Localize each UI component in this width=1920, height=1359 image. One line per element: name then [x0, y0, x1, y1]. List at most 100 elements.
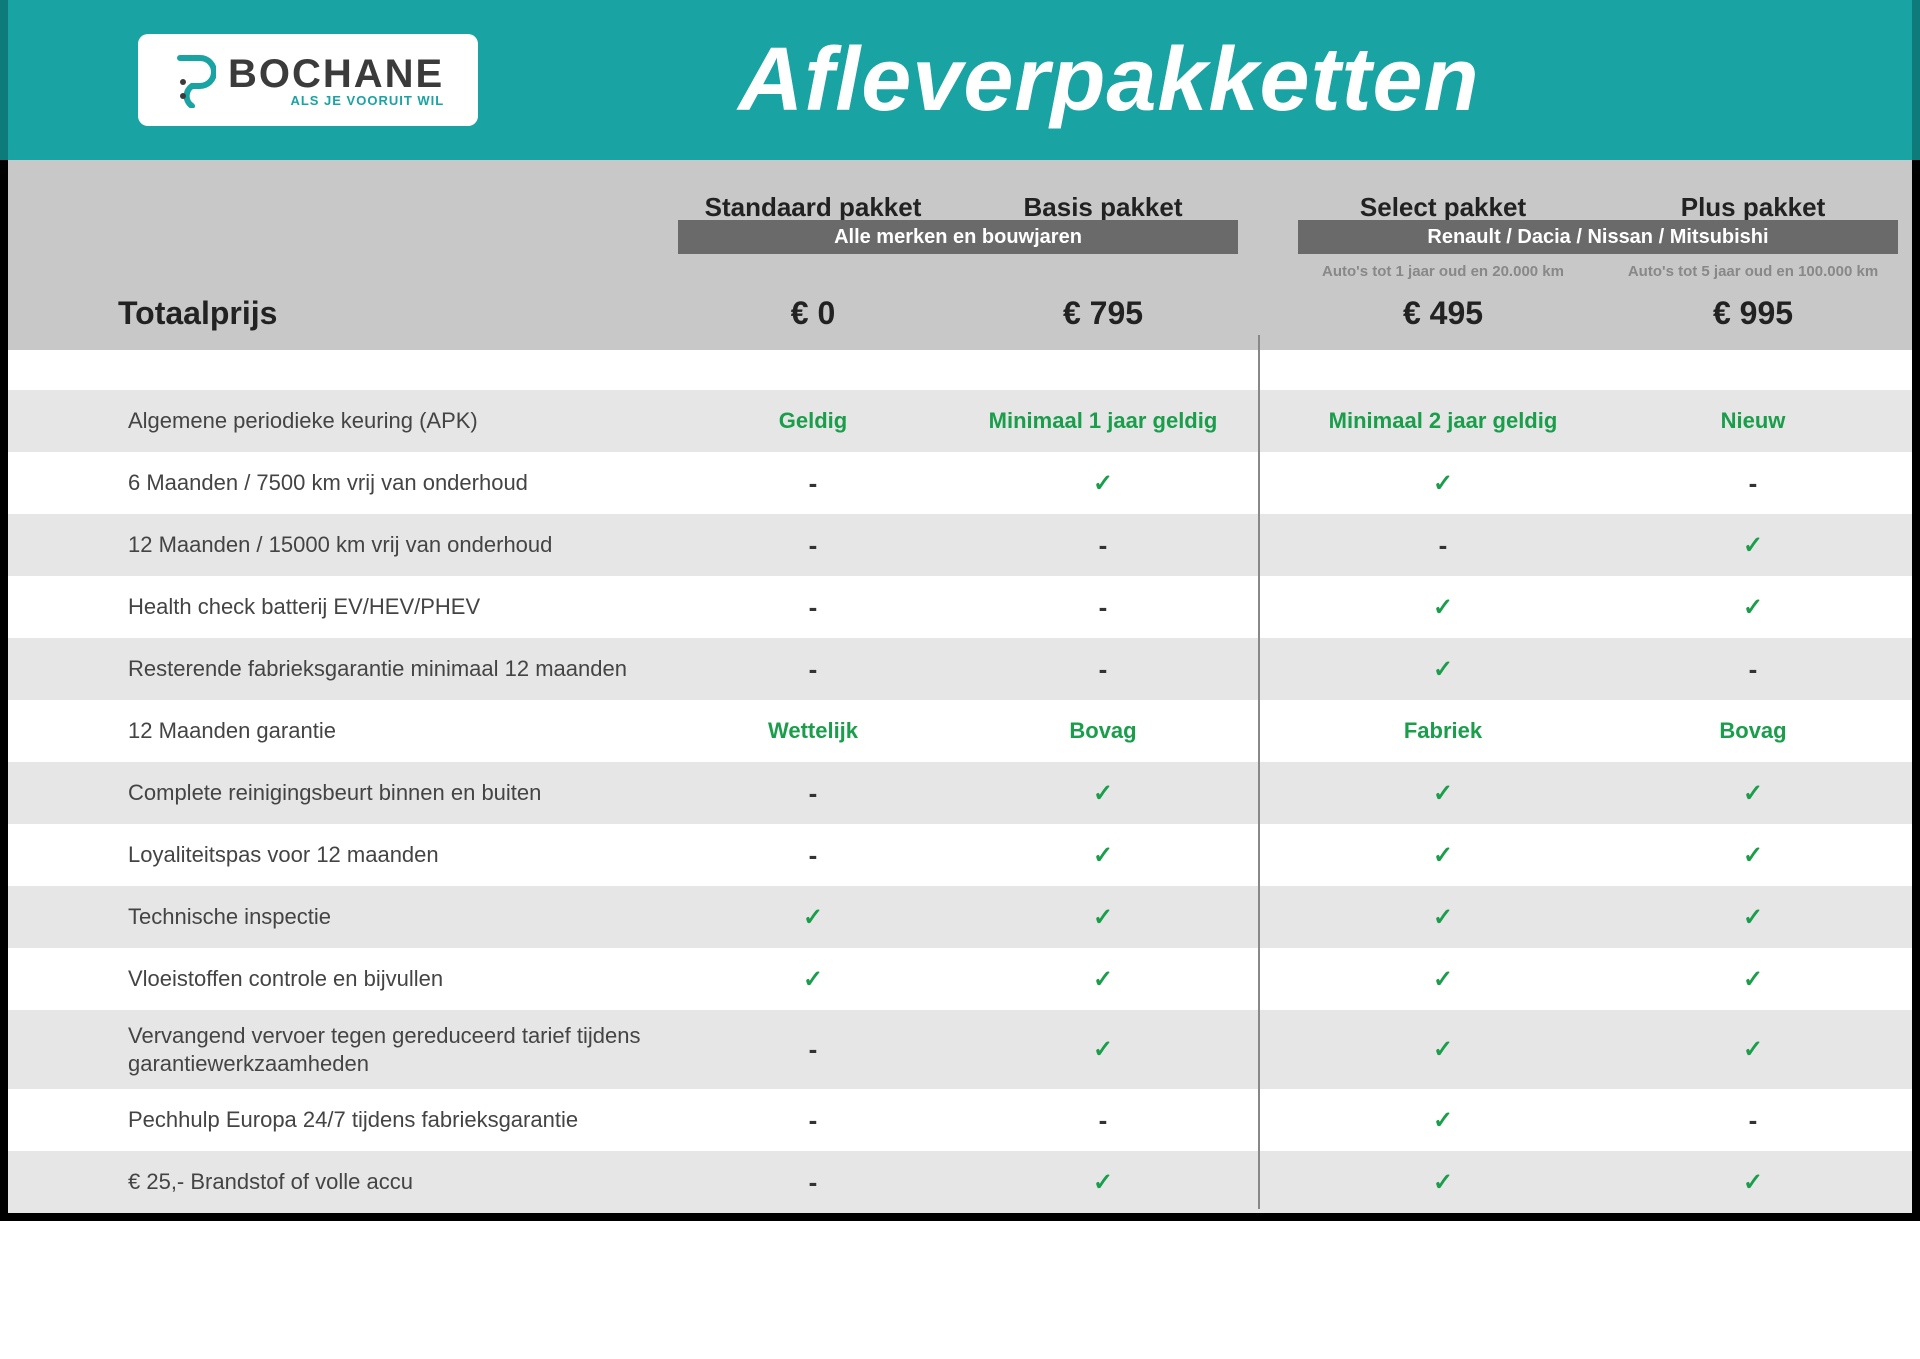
dash-icon: -: [1439, 530, 1448, 560]
brand-name: BOCHANE: [228, 54, 444, 94]
table-row: 12 Maanden / 15000 km vrij van onderhoud…: [8, 514, 1912, 576]
check-icon: ✓: [1743, 904, 1763, 931]
feature-cell: ✓: [1288, 1035, 1598, 1064]
feature-label: Vervangend vervoer tegen gereduceerd tar…: [8, 1010, 668, 1089]
package-price: € 0: [668, 285, 958, 350]
brand-logo-icon: [172, 52, 216, 108]
table-row: Resterende fabrieksgarantie minimaal 12 …: [8, 638, 1912, 700]
table-row: Vervangend vervoer tegen gereduceerd tar…: [8, 1010, 1912, 1089]
feature-label: Resterende fabrieksgarantie minimaal 12 …: [8, 643, 668, 695]
dash-icon: -: [809, 468, 818, 498]
package-price: € 795: [958, 285, 1248, 350]
table-row: Algemene periodieke keuring (APK)GeldigM…: [8, 390, 1912, 452]
table-row: 12 Maanden garantieWettelijkBovagFabriek…: [8, 700, 1912, 762]
brand-tagline: ALS JE VOORUIT WIL: [290, 94, 444, 107]
package-note: Auto's tot 1 jaar oud en 20.000 km: [1288, 263, 1598, 285]
package-name: Plus pakket: [1598, 174, 1908, 223]
feature-cell: ✓: [1598, 593, 1908, 622]
check-icon: ✓: [1433, 1107, 1453, 1134]
feature-cell: ✓: [1598, 841, 1908, 870]
feature-label: € 25,- Brandstof of volle accu: [8, 1156, 668, 1208]
package-note: [668, 263, 958, 285]
package-name: Select pakket: [1288, 174, 1598, 223]
feature-cell: ✓: [1288, 841, 1598, 870]
table-row: € 25,- Brandstof of volle accu - ✓ ✓ ✓: [8, 1151, 1912, 1213]
dash-icon: -: [1099, 654, 1108, 684]
check-icon: ✓: [1433, 1036, 1453, 1063]
page-title: Afleverpakketten: [738, 29, 1479, 132]
check-icon: ✓: [1433, 842, 1453, 869]
check-icon: ✓: [1433, 470, 1453, 497]
check-icon: ✓: [1433, 966, 1453, 993]
feature-cell: -: [958, 1105, 1248, 1136]
table-row: 6 Maanden / 7500 km vrij van onderhoud - ✓…: [8, 452, 1912, 514]
check-icon: ✓: [1093, 842, 1113, 869]
feature-cell: ✓: [958, 1168, 1248, 1197]
dash-icon: -: [1749, 1105, 1758, 1135]
check-icon: ✓: [1433, 1169, 1453, 1196]
package-price: € 995: [1598, 285, 1908, 350]
feature-cell: -: [668, 840, 958, 871]
feature-cell: -: [958, 592, 1248, 623]
feature-cell: ✓: [1598, 965, 1908, 994]
dash-icon: -: [1099, 530, 1108, 560]
feature-label: Technische inspectie: [8, 891, 668, 943]
check-icon: ✓: [1743, 594, 1763, 621]
group-label-1: Alle merken en bouwjaren: [678, 220, 1238, 254]
table-row: Vloeistoffen controle en bijvullen✓✓✓✓: [8, 948, 1912, 1010]
comparison-table: Totaalprijs Standaard pakket € 0 Basis p…: [0, 160, 1920, 1221]
feature-cell: Bovag: [958, 718, 1248, 744]
table-row: Technische inspectie ✓ ✓ ✓ ✓: [8, 886, 1912, 948]
feature-cell: -: [1598, 654, 1908, 685]
feature-cell: -: [668, 1034, 958, 1065]
feature-cell: ✓: [1598, 531, 1908, 560]
feature-cell: -: [668, 778, 958, 809]
check-icon: ✓: [803, 966, 823, 993]
feature-cell: ✓: [1288, 593, 1598, 622]
feature-cell: -: [668, 1167, 958, 1198]
table-row: Complete reinigingsbeurt binnen en buite…: [8, 762, 1912, 824]
feature-label: 12 Maanden garantie: [8, 705, 668, 757]
feature-cell: ✓: [958, 841, 1248, 870]
package-col-2: Select pakket Auto's tot 1 jaar oud en 2…: [1288, 174, 1598, 350]
check-icon: ✓: [1743, 842, 1763, 869]
dash-icon: -: [1749, 468, 1758, 498]
table-row: Pechhulp Europa 24/7 tijdens fabrieksgar…: [8, 1089, 1912, 1151]
dash-icon: -: [809, 592, 818, 622]
banner: BOCHANE ALS JE VOORUIT WIL Afleverpakket…: [0, 0, 1920, 160]
feature-cell: -: [668, 654, 958, 685]
feature-cell: -: [958, 654, 1248, 685]
feature-label: 6 Maanden / 7500 km vrij van onderhoud: [8, 457, 668, 509]
check-icon: ✓: [1093, 780, 1113, 807]
check-icon: ✓: [803, 904, 823, 931]
feature-cell: Wettelijk: [668, 718, 958, 744]
package-note: [958, 263, 1248, 285]
table-header: Totaalprijs Standaard pakket € 0 Basis p…: [8, 160, 1912, 350]
table-row: Loyaliteitspas voor 12 maanden-✓✓✓: [8, 824, 1912, 886]
feature-cell: ✓: [1288, 903, 1598, 932]
table-row: Health check batterij EV/HEV/PHEV - - ✓ ✓: [8, 576, 1912, 638]
feature-cell: ✓: [668, 903, 958, 932]
check-icon: ✓: [1743, 532, 1763, 559]
feature-label: Pechhulp Europa 24/7 tijdens fabrieksgar…: [8, 1094, 668, 1146]
feature-cell: ✓: [1598, 1168, 1908, 1197]
feature-cell: Minimaal 1 jaar geldig: [958, 408, 1248, 434]
feature-cell: ✓: [1598, 1035, 1908, 1064]
dash-icon: -: [809, 1167, 818, 1197]
dash-icon: -: [1099, 592, 1108, 622]
feature-rows: Algemene periodieke keuring (APK)GeldigM…: [8, 390, 1912, 1213]
check-icon: ✓: [1743, 966, 1763, 993]
feature-label: Health check batterij EV/HEV/PHEV: [8, 581, 668, 633]
feature-cell: ✓: [958, 469, 1248, 498]
check-icon: ✓: [1433, 904, 1453, 931]
feature-cell: -: [668, 592, 958, 623]
package-col-1: Basis pakket € 795: [958, 174, 1248, 350]
group-label-2: Renault / Dacia / Nissan / Mitsubishi: [1298, 220, 1898, 254]
column-group-divider: [1258, 335, 1260, 1209]
check-icon: ✓: [1093, 904, 1113, 931]
feature-cell: ✓: [958, 965, 1248, 994]
total-price-label: Totaalprijs: [8, 295, 668, 350]
feature-cell: ✓: [1288, 1168, 1598, 1197]
check-icon: ✓: [1433, 594, 1453, 621]
feature-cell: ✓: [1288, 655, 1598, 684]
